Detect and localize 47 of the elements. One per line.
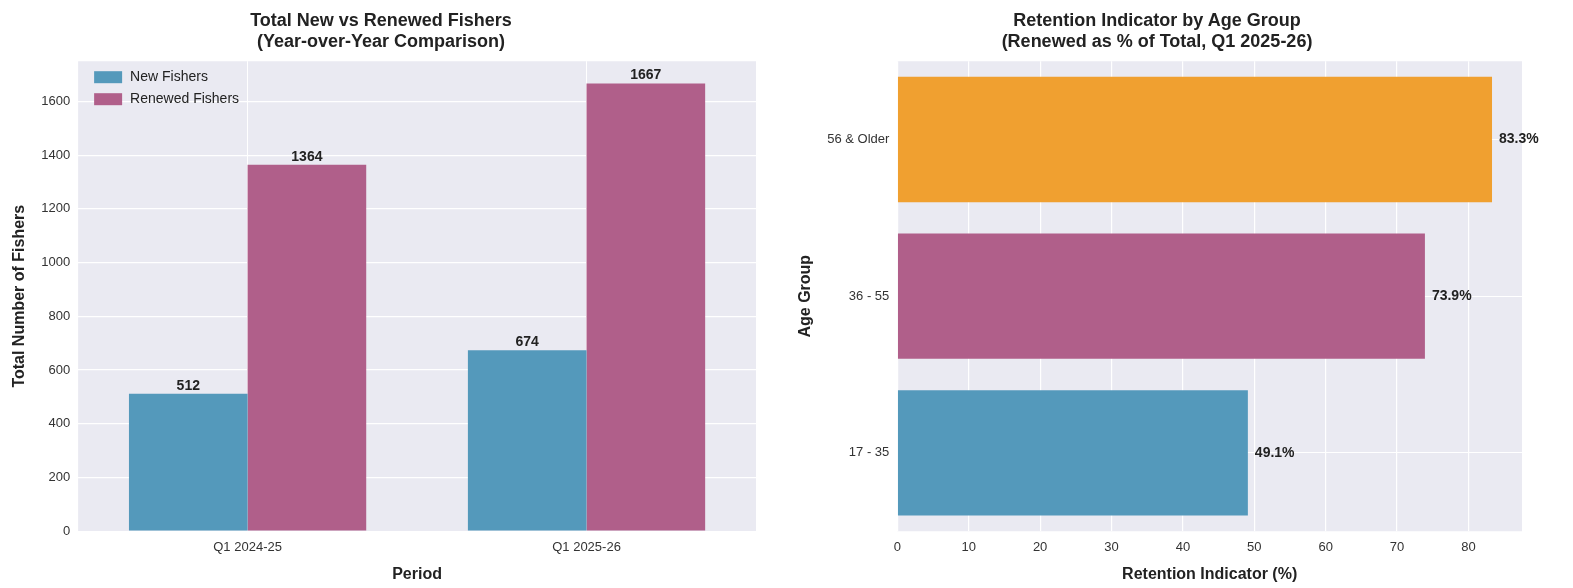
chart-subtitle: (Renewed as % of Total, Q1 2025-26) [1001, 31, 1313, 52]
y-tick-label: 36 - 55 [848, 287, 890, 303]
bar [897, 76, 1493, 203]
x-tick-label: 0 [893, 538, 901, 554]
x-tick-label: 20 [1032, 538, 1048, 554]
data-label: 1364 [291, 147, 323, 164]
y-tick-label: 17 - 35 [848, 444, 890, 460]
x-tick-label: 70 [1389, 538, 1405, 554]
data-label: 73.9% [1431, 287, 1473, 304]
bar [586, 83, 706, 531]
chart-title: Retention Indicator by Age Group [1013, 9, 1301, 30]
bar [128, 393, 248, 531]
legend-label: Renewed Fishers [130, 90, 240, 107]
y-tick-label: 1400 [41, 146, 71, 162]
y-tick-label: 400 [48, 415, 71, 431]
y-axis-title: Total Number of Fishers [10, 204, 28, 388]
y-tick-label: 1600 [41, 93, 71, 109]
data-label: 512 [176, 376, 201, 393]
x-axis-title: Period [392, 564, 442, 582]
bar [467, 350, 587, 531]
legend-label: New Fishers [130, 68, 208, 85]
x-tick-label: 50 [1247, 538, 1262, 554]
data-label: 83.3% [1499, 130, 1540, 147]
y-tick-label: 200 [48, 469, 71, 485]
chart-title: Total New vs Renewed Fishers [250, 9, 512, 30]
x-axis-title: Retention Indicator (%) [1122, 564, 1298, 582]
y-tick-label: 1200 [41, 200, 71, 216]
bar [897, 390, 1248, 516]
y-tick-label: 800 [48, 307, 71, 323]
y-tick-label: 56 & Older [827, 131, 890, 147]
data-label: 49.1% [1254, 443, 1296, 460]
y-tick-label: 0 [62, 522, 71, 538]
y-tick-label: 600 [48, 361, 71, 377]
x-tick-label: 30 [1104, 538, 1119, 554]
x-tick-label: Q1 2024-25 [213, 538, 282, 554]
data-label: 674 [515, 333, 540, 350]
bar [897, 233, 1425, 359]
chart-subtitle: (Year-over-Year Comparison) [256, 31, 506, 52]
x-tick-label: Q1 2025-26 [552, 538, 621, 554]
y-tick-label: 1000 [41, 254, 71, 270]
data-label: 1667 [630, 66, 662, 83]
x-tick-label: 80 [1461, 538, 1476, 554]
x-tick-label: 60 [1318, 538, 1333, 554]
x-tick-label: 40 [1175, 538, 1191, 554]
x-tick-label: 10 [961, 538, 976, 554]
bar [247, 164, 367, 531]
y-axis-title: Age Group [796, 254, 814, 338]
